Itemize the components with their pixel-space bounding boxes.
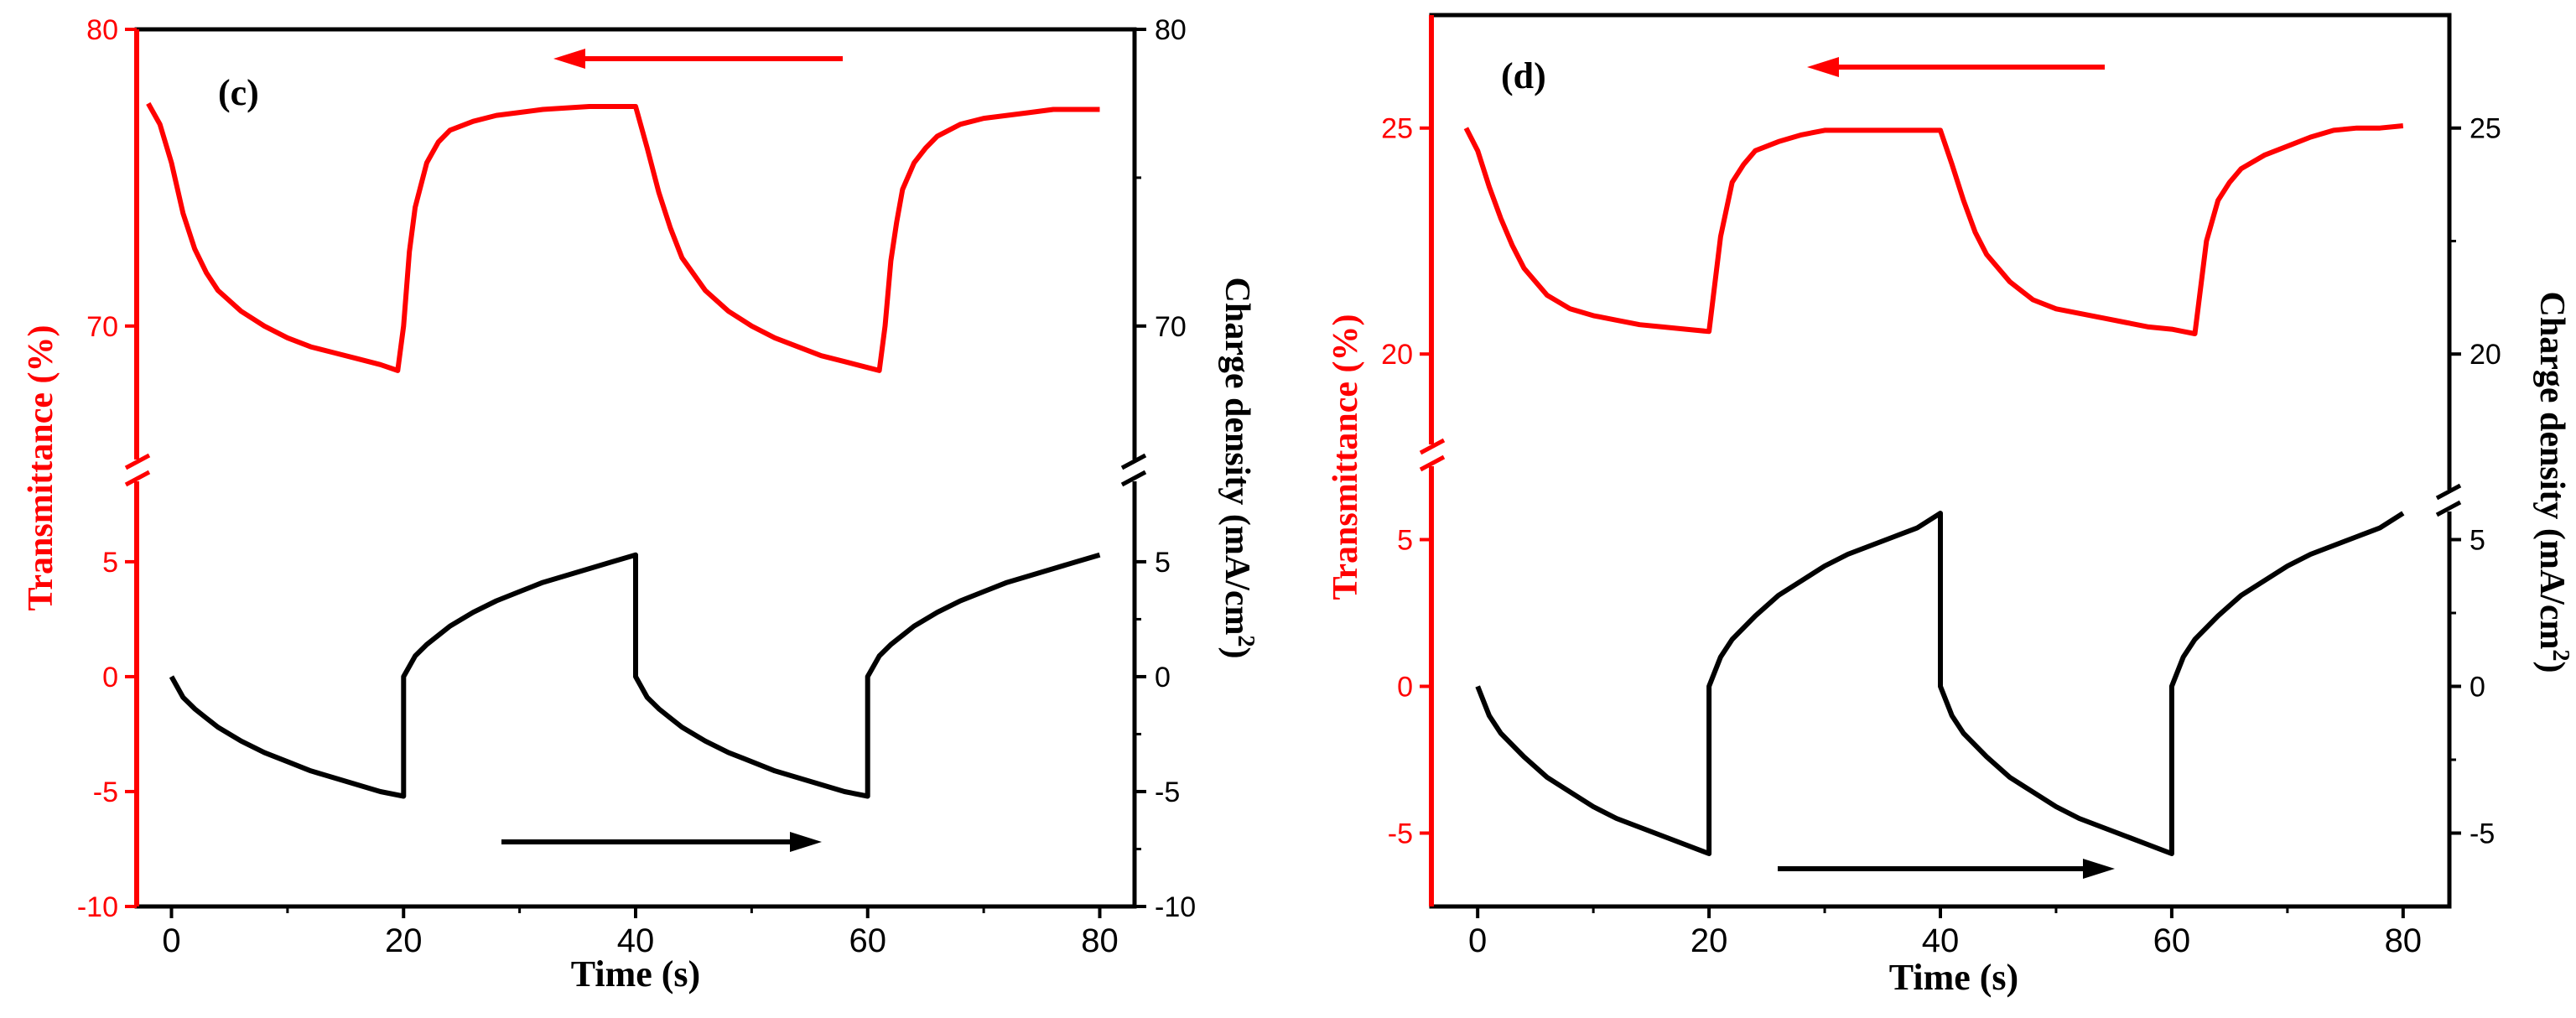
panel-c-arrow-left bbox=[553, 49, 843, 69]
panel-d-break-mark-left-1 bbox=[1419, 438, 1446, 455]
panel-c-frame bbox=[134, 27, 1137, 909]
panel-c-label: (c) bbox=[218, 72, 259, 113]
left-y-tick-label: -5 bbox=[93, 776, 118, 808]
panel-c-right-axis-title: Charge density (mA/cm2) bbox=[1218, 278, 1259, 659]
x-tick-label: 20 bbox=[385, 922, 423, 959]
panel-d-arrow-left bbox=[1807, 57, 2105, 77]
x-tick-label: 80 bbox=[2385, 922, 2423, 959]
panel-c-arrow-right bbox=[501, 832, 822, 852]
panel-d-left-axis-title: Transmittance (%) bbox=[1327, 314, 1365, 600]
panel-c-break-mark-right-2 bbox=[1120, 470, 1147, 487]
panel-d-frame bbox=[1429, 13, 2452, 909]
panel-d-transmittance-line bbox=[1463, 123, 2404, 336]
left-y-tick-label: 5 bbox=[102, 547, 118, 579]
right-y-tick-label: 25 bbox=[2470, 113, 2501, 145]
left-y-tick-label: 5 bbox=[1397, 525, 1413, 557]
right-y-tick-label: -5 bbox=[2470, 818, 2495, 850]
right-y-tick-label: 70 bbox=[1155, 311, 1187, 343]
right-y-tick-label: 80 bbox=[1155, 14, 1187, 46]
right-y-tick-label: 0 bbox=[1155, 662, 1171, 693]
panel-d-series bbox=[1463, 123, 2405, 856]
panel-d-arrow-right bbox=[1778, 859, 2115, 879]
x-tick-label: 60 bbox=[2153, 922, 2191, 959]
x-tick-label: 0 bbox=[1468, 922, 1487, 959]
panel-d-right-axis-title: Charge density (mA/cm2) bbox=[2532, 292, 2574, 673]
left-y-tick-label: -10 bbox=[77, 891, 118, 923]
panel-d-charge-density-line bbox=[1475, 511, 2405, 856]
panel-c-ticks: 0 20 40 60 80 80 70 80 70 5 0 -5 -10 5 0 -5 -10 bbox=[77, 14, 1196, 959]
x-tick-label: 0 bbox=[162, 922, 180, 959]
left-y-tick-label: 70 bbox=[86, 311, 118, 343]
panel-d-break-mark-right-1 bbox=[2435, 483, 2462, 501]
x-tick-label: 60 bbox=[849, 922, 886, 959]
right-y-tick-label: 20 bbox=[2470, 339, 2501, 371]
x-tick-label: 40 bbox=[617, 922, 655, 959]
panel-d-x-axis-title: Time (s) bbox=[1889, 957, 2018, 998]
right-y-tick-label: -5 bbox=[1155, 776, 1180, 808]
panel-c-left-axis-title: Transmittance (%) bbox=[22, 325, 60, 611]
panel-c-x-axis-title: Time (s) bbox=[571, 953, 700, 995]
panel-d-ticks: 0 20 40 60 80 25 20 25 20 5 0 -5 5 0 -5 bbox=[1381, 113, 2501, 959]
left-y-tick-label: 80 bbox=[86, 14, 118, 46]
left-y-tick-label: 0 bbox=[1397, 672, 1413, 704]
x-tick-label: 20 bbox=[1690, 922, 1728, 959]
left-y-tick-label: -5 bbox=[1388, 818, 1413, 850]
left-y-tick-label: 25 bbox=[1381, 113, 1413, 145]
panel-c: 0 20 40 60 80 80 70 80 70 5 0 -5 -10 5 0 -5 -10 (c) Time… bbox=[22, 14, 1259, 995]
panel-d-break-mark-right-2 bbox=[2435, 500, 2462, 517]
panel-c-charge-density-line bbox=[169, 552, 1101, 799]
right-y-tick-label: -10 bbox=[1155, 891, 1196, 923]
panel-d: 0 20 40 60 80 25 20 25 20 5 0 -5 5 0 -5 (d) Time (s) T… bbox=[1327, 13, 2574, 998]
panel-d-label: (d) bbox=[1501, 55, 1546, 96]
left-y-tick-label: 0 bbox=[102, 662, 118, 693]
panel-c-break-mark-left-2 bbox=[124, 470, 151, 487]
right-y-tick-label: 5 bbox=[1155, 547, 1171, 579]
panel-c-break-mark-left-1 bbox=[124, 453, 151, 470]
x-tick-label: 40 bbox=[1922, 922, 1960, 959]
x-tick-label: 80 bbox=[1081, 922, 1119, 959]
panel-d-break-mark-left-2 bbox=[1419, 454, 1446, 472]
panel-c-series bbox=[146, 101, 1101, 799]
panel-c-break-mark-right-1 bbox=[1120, 453, 1147, 470]
panel-c-transmittance-line bbox=[146, 101, 1100, 373]
right-y-tick-label: 5 bbox=[2470, 525, 2485, 557]
left-y-tick-label: 20 bbox=[1381, 339, 1413, 371]
right-y-tick-label: 0 bbox=[2470, 672, 2485, 704]
